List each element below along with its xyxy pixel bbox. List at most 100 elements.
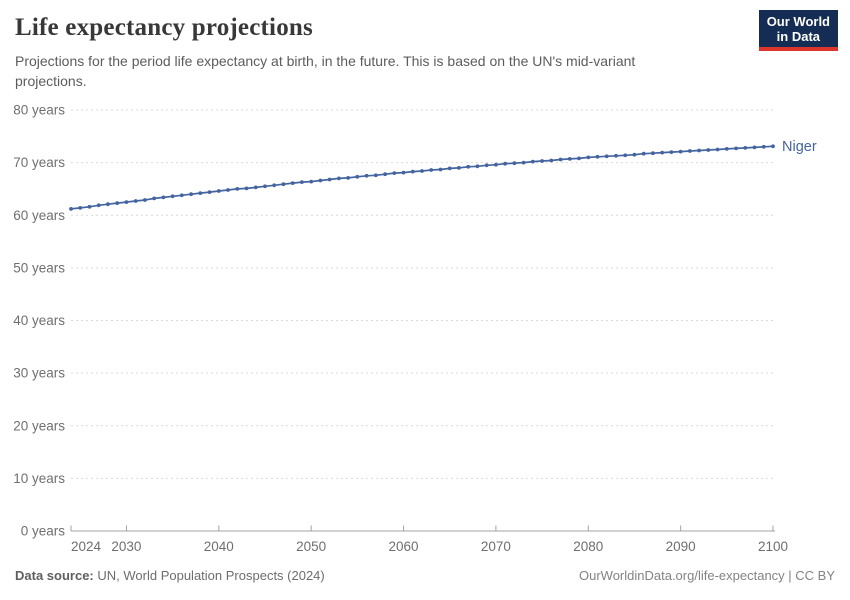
x-axis-tick-label: 2040 <box>204 539 234 554</box>
data-point-marker <box>373 173 378 178</box>
data-point-marker <box>466 164 471 169</box>
data-point-marker <box>420 169 424 173</box>
data-point-marker <box>263 184 267 189</box>
data-point-marker <box>327 177 332 182</box>
data-point-marker <box>179 193 184 198</box>
x-axis-tick-label: 2070 <box>481 539 511 554</box>
data-point-marker <box>595 154 600 159</box>
data-point-marker <box>724 147 729 151</box>
data-point-marker <box>586 155 591 160</box>
x-axis-tick-label: 2080 <box>573 539 603 554</box>
data-point-marker <box>438 167 443 172</box>
data-point-marker <box>512 161 517 166</box>
data-point-marker <box>115 201 120 206</box>
data-point-marker <box>364 173 369 178</box>
data-point-marker <box>189 192 194 197</box>
data-point-marker <box>457 166 461 170</box>
data-point-marker <box>549 158 554 163</box>
y-axis-tick-label: 80 years <box>13 103 65 118</box>
chart-footer: Data source: UN, World Population Prospe… <box>15 568 835 583</box>
data-point-marker <box>216 189 221 193</box>
data-point-marker <box>641 151 646 156</box>
data-point-marker <box>69 207 73 211</box>
y-axis-tick-label: 0 years <box>21 524 66 539</box>
data-point-marker <box>540 159 544 163</box>
data-point-marker <box>761 144 766 149</box>
data-source-value: UN, World Population Prospects (2024) <box>97 568 325 583</box>
data-point-marker <box>309 179 314 184</box>
data-point-marker <box>290 181 295 186</box>
data-point-marker <box>614 153 618 158</box>
data-point-marker <box>743 146 748 150</box>
data-point-marker <box>337 176 341 181</box>
data-point-marker <box>207 190 212 195</box>
data-point-marker <box>152 196 157 201</box>
data-point-marker <box>244 186 249 191</box>
data-point-marker <box>133 199 138 203</box>
data-point-marker <box>198 191 203 196</box>
y-axis-tick-label: 40 years <box>13 313 65 328</box>
x-axis-tick-label: 2030 <box>111 539 141 554</box>
data-source-label: Data source: <box>15 568 94 583</box>
data-point-marker <box>660 150 665 155</box>
data-point-marker <box>604 154 609 159</box>
series-line-niger <box>70 145 774 210</box>
data-point-marker <box>253 185 258 190</box>
y-axis-tick-label: 30 years <box>13 366 65 381</box>
y-axis-tick-label: 50 years <box>13 260 65 275</box>
data-point-marker <box>96 203 101 208</box>
data-point-marker <box>734 146 738 151</box>
data-point-marker <box>567 157 572 161</box>
data-point-marker <box>577 156 581 161</box>
data-source: Data source: UN, World Population Prospe… <box>15 568 325 583</box>
license-credit: OurWorldinData.org/life-expectancy | CC … <box>578 568 835 583</box>
data-point-marker <box>161 195 166 200</box>
owid-logo: Our World in Data <box>758 10 838 51</box>
x-axis-tick-label: 2100 <box>758 539 788 554</box>
x-axis-tick-label: 2024 <box>71 539 102 554</box>
data-point-marker <box>715 147 720 152</box>
data-point-marker <box>521 160 526 165</box>
y-axis-tick-label: 70 years <box>13 155 65 170</box>
data-point-marker <box>530 159 535 164</box>
chart-subtitle: Projections for the period life expectan… <box>15 53 636 89</box>
x-axis-tick-label: 2090 <box>666 539 696 554</box>
data-point-marker <box>346 176 350 180</box>
data-point-marker <box>697 148 701 153</box>
data-point-marker <box>475 164 480 169</box>
series-label-niger: Niger <box>782 139 817 155</box>
data-point-marker <box>281 182 286 187</box>
x-axis-tick-label: 2050 <box>296 539 326 554</box>
data-point-marker <box>678 149 683 154</box>
data-point-marker <box>318 178 323 183</box>
data-point-marker <box>447 166 452 171</box>
data-point-marker <box>170 194 175 199</box>
data-point-marker <box>401 170 406 175</box>
x-axis-tick-label: 2060 <box>389 539 419 554</box>
data-point-marker <box>272 183 277 188</box>
data-point-marker <box>106 202 110 207</box>
page-title: Life expectancy projections <box>15 14 313 41</box>
owid-logo-line2: in Data <box>776 29 821 44</box>
data-point-marker <box>235 187 240 191</box>
data-point-marker <box>124 200 129 205</box>
data-point-marker <box>410 169 415 174</box>
data-point-marker <box>78 206 83 210</box>
owid-logo-line1: Our World <box>766 14 830 29</box>
data-point-marker <box>752 145 757 150</box>
data-point-marker <box>383 172 387 177</box>
data-point-marker <box>669 150 674 155</box>
data-point-marker <box>143 198 147 202</box>
y-axis-tick-label: 20 years <box>13 418 65 433</box>
data-point-marker <box>688 149 692 153</box>
data-point-marker <box>429 168 434 172</box>
data-point-marker <box>706 148 711 152</box>
y-axis-tick-label: 10 years <box>13 471 65 486</box>
data-point-marker <box>632 152 637 157</box>
y-axis-tick-label: 60 years <box>13 208 65 223</box>
data-point-marker <box>503 161 507 166</box>
data-point-marker <box>484 163 489 168</box>
data-point-marker <box>87 204 92 209</box>
